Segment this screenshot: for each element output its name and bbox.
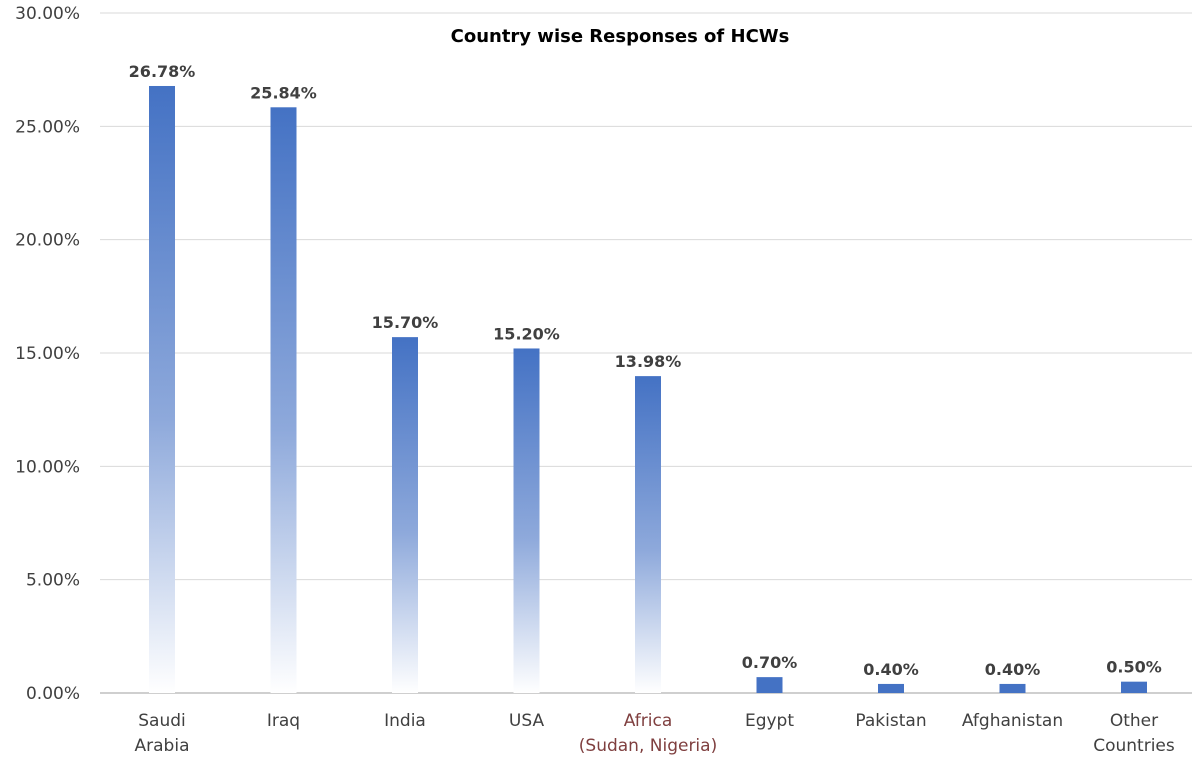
data-label: 0.70%: [742, 653, 798, 672]
data-label: 13.98%: [615, 352, 682, 371]
y-tick-label: 15.00%: [15, 344, 80, 364]
category-label: Africa (Sudan, Nigeria): [579, 711, 717, 756]
bar: [149, 85, 175, 693]
category-label: USA: [509, 711, 545, 731]
data-label: 0.40%: [985, 660, 1041, 679]
category-label: Pakistan: [855, 711, 926, 731]
bar: [392, 337, 418, 693]
data-label: 0.50%: [1106, 658, 1162, 677]
data-label: 15.70%: [372, 313, 439, 332]
category-label: Saudi Arabia: [135, 711, 190, 756]
y-tick-label: 0.00%: [26, 684, 80, 704]
bar: [513, 348, 540, 693]
x-axis-categories: Saudi Arabia Iraq India USA Africa (Sudan, Nig…: [135, 711, 1175, 756]
data-label: 15.20%: [493, 324, 560, 343]
y-tick-label: 10.00%: [15, 457, 80, 477]
y-tick-label: 5.00%: [26, 571, 80, 591]
y-tick-label: 20.00%: [15, 231, 80, 251]
category-label: Afghanistan: [962, 711, 1063, 731]
bar: [756, 677, 783, 693]
bar: [878, 683, 904, 693]
bar: [270, 107, 297, 693]
data-labels: 26.78% 25.84% 15.70% 15.20% 13.98% 0.70% 0.40%…: [129, 62, 1162, 679]
data-label: 25.84%: [250, 83, 317, 102]
category-label: India: [384, 711, 426, 731]
y-tick-label: 30.00%: [15, 4, 80, 24]
category-label: Other Countries: [1093, 711, 1175, 756]
bars: [149, 85, 1147, 693]
bar: [1121, 681, 1147, 693]
bar: [635, 376, 661, 693]
data-label: 26.78%: [129, 62, 196, 81]
y-axis-ticks: 0.00% 5.00% 10.00% 15.00% 20.00% 25.00% 30.00%: [15, 4, 80, 704]
chart-title: Country wise Responses of HCWs: [451, 26, 790, 47]
bar: [999, 683, 1026, 693]
category-label: Iraq: [267, 711, 300, 731]
data-label: 0.40%: [863, 660, 919, 679]
y-tick-label: 25.00%: [15, 117, 80, 137]
category-label: Egypt: [745, 711, 794, 731]
